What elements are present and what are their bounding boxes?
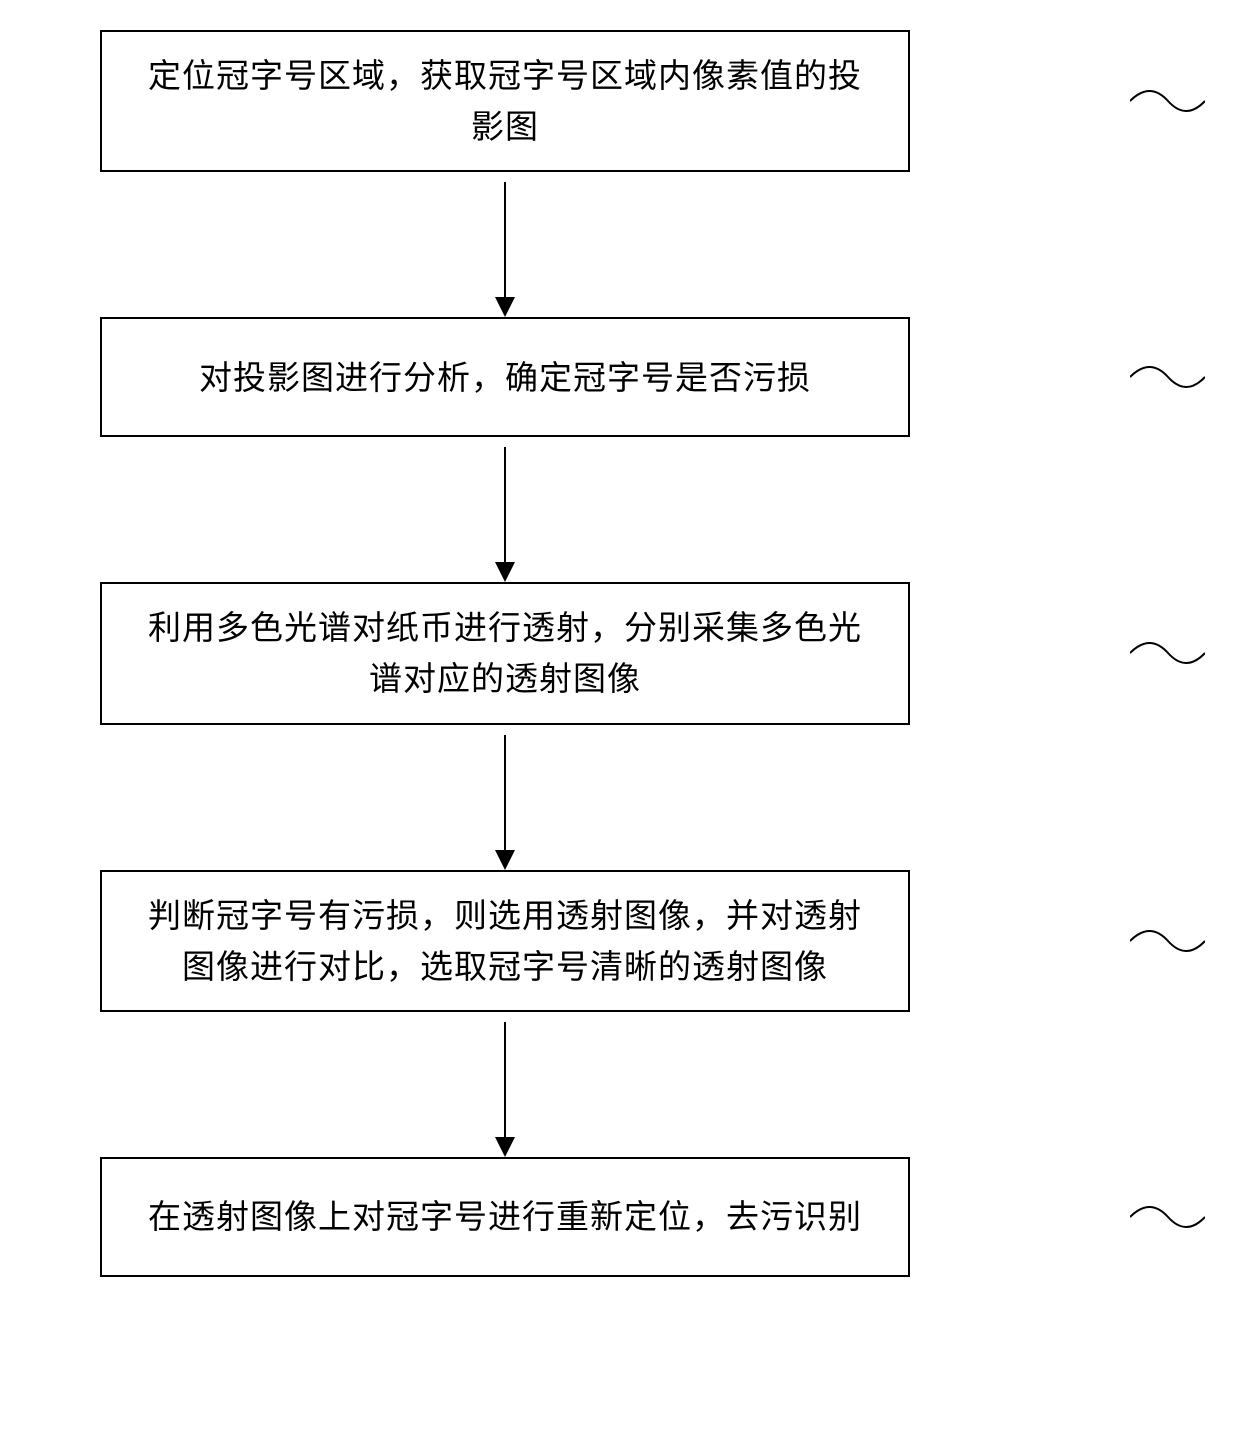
node-box-5: 在透射图像上对冠字号进行重新定位，去污识别: [100, 1157, 910, 1277]
arrow-head: [495, 850, 515, 870]
arrow-line: [504, 1022, 506, 1147]
arrow-line: [504, 182, 506, 307]
arrow-head: [495, 297, 515, 317]
arrow-line: [504, 735, 506, 860]
connector-curve: [1130, 76, 1205, 126]
node-text: 定位冠字号区域，获取冠字号区域内像素值的投影图: [142, 50, 868, 152]
node-text: 对投影图进行分析，确定冠字号是否污损: [199, 352, 811, 403]
flowchart-node: 判断冠字号有污损，则选用透射图像，并对透射图像进行对比，选取冠字号清晰的透射图像…: [100, 870, 1120, 1012]
flowchart-container: 定位冠字号区域，获取冠字号区域内像素值的投影图 210 对投影图进行分析，确定冠…: [100, 30, 1120, 1277]
arrow-head: [495, 1137, 515, 1157]
connector-curve: [1130, 352, 1205, 402]
flowchart-node: 定位冠字号区域，获取冠字号区域内像素值的投影图 210: [100, 30, 1120, 172]
flowchart-node: 利用多色光谱对纸币进行透射，分别采集多色光谱对应的透射图像 230: [100, 582, 1120, 724]
node-text: 判断冠字号有污损，则选用透射图像，并对透射图像进行对比，选取冠字号清晰的透射图像: [142, 890, 868, 992]
arrow-line: [504, 447, 506, 572]
flowchart-arrow: [100, 437, 910, 582]
connector-curve: [1130, 628, 1205, 678]
flowchart-arrow: [100, 1012, 910, 1157]
flowchart-arrow: [100, 172, 910, 317]
node-text: 利用多色光谱对纸币进行透射，分别采集多色光谱对应的透射图像: [142, 602, 868, 704]
flowchart-node: 在透射图像上对冠字号进行重新定位，去污识别 250: [100, 1157, 1120, 1277]
node-box-1: 定位冠字号区域，获取冠字号区域内像素值的投影图: [100, 30, 910, 172]
arrow-head: [495, 562, 515, 582]
node-text: 在透射图像上对冠字号进行重新定位，去污识别: [148, 1191, 862, 1242]
flowchart-node: 对投影图进行分析，确定冠字号是否污损 220: [100, 317, 1120, 437]
node-box-2: 对投影图进行分析，确定冠字号是否污损: [100, 317, 910, 437]
connector-curve: [1130, 916, 1205, 966]
node-box-3: 利用多色光谱对纸币进行透射，分别采集多色光谱对应的透射图像: [100, 582, 910, 724]
node-box-4: 判断冠字号有污损，则选用透射图像，并对透射图像进行对比，选取冠字号清晰的透射图像: [100, 870, 910, 1012]
flowchart-arrow: [100, 725, 910, 870]
connector-curve: [1130, 1192, 1205, 1242]
